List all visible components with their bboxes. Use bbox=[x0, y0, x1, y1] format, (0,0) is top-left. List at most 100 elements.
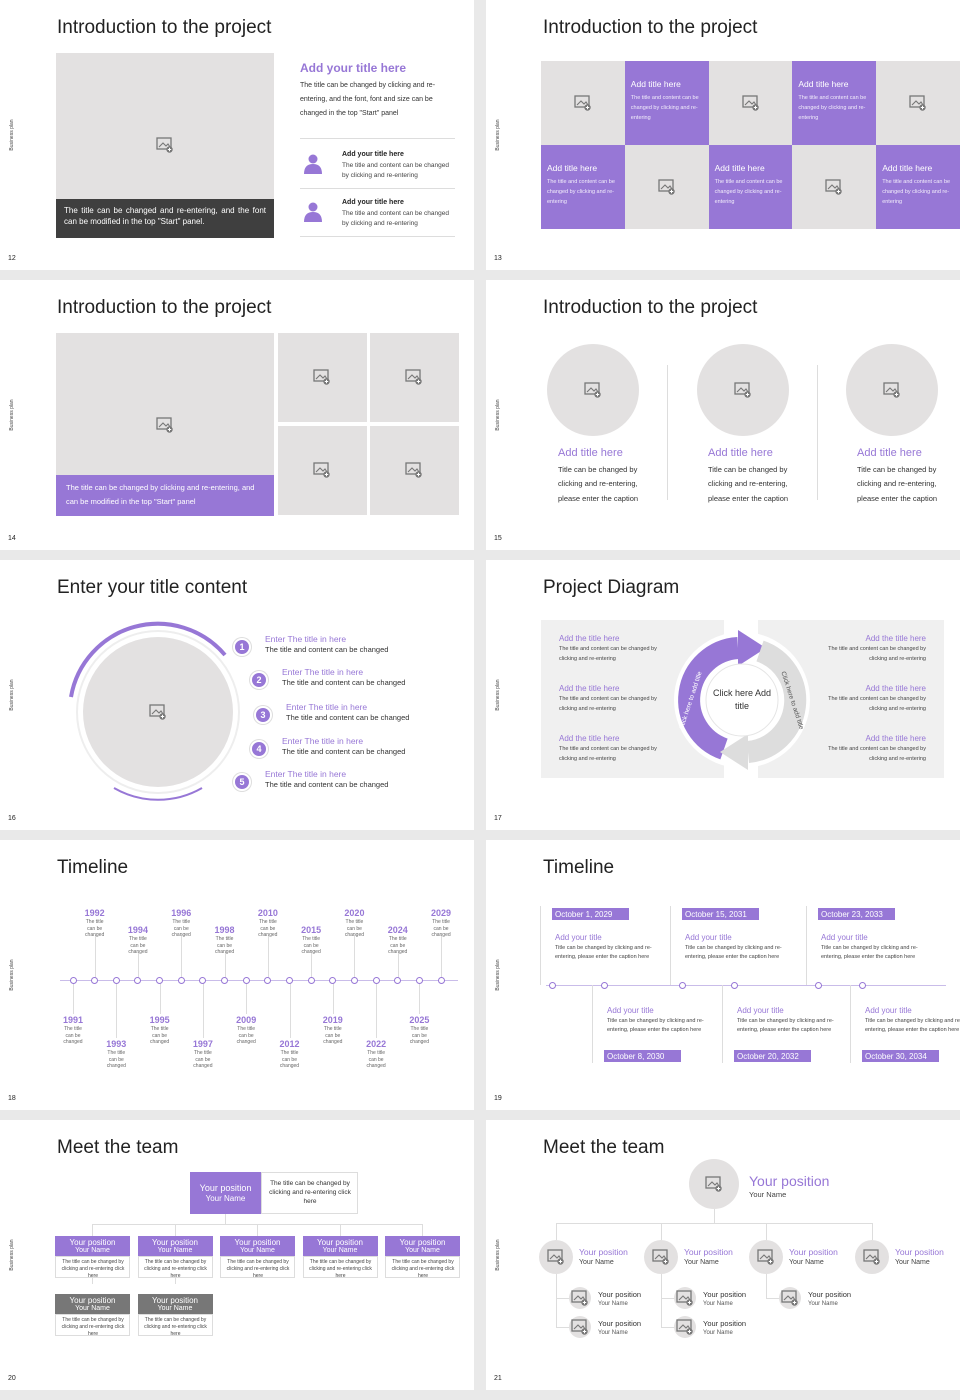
event-text: Title can be changed by clicking and re-… bbox=[737, 1018, 834, 1033]
lead-position: Your position bbox=[199, 1183, 252, 1193]
connector bbox=[94, 935, 96, 980]
date-badge: October 8, 2030 bbox=[604, 1050, 681, 1062]
event-text: The title can be changed bbox=[409, 1026, 429, 1045]
image-icon bbox=[741, 95, 759, 111]
timeline-dot bbox=[242, 976, 250, 984]
event-year: 2025 bbox=[409, 1015, 430, 1025]
image-icon bbox=[313, 462, 330, 478]
slide-title: Introduction to the project bbox=[57, 17, 272, 38]
member-name: Your Name bbox=[240, 1247, 275, 1254]
connector bbox=[73, 980, 74, 1014]
item-text: The title and content can be changed by … bbox=[559, 696, 657, 712]
tile-title: Add title here bbox=[714, 163, 765, 173]
event-text: The title can be changed bbox=[301, 936, 321, 955]
sub-name: Your Name bbox=[598, 1301, 628, 1307]
item-text: The title and content can be changed by … bbox=[559, 646, 657, 662]
item-text: The title and content can be changed by … bbox=[342, 210, 449, 228]
connector bbox=[332, 980, 334, 1014]
member-text: The title can be changed by clicking and… bbox=[144, 1259, 207, 1279]
event-text: The title can be changed bbox=[171, 919, 191, 938]
timeline-dot bbox=[601, 982, 608, 989]
tile-text: The title and content can be changed by … bbox=[630, 95, 699, 121]
step-title: Enter The title in here bbox=[265, 634, 347, 644]
connector bbox=[246, 980, 248, 1014]
divider bbox=[556, 1327, 570, 1328]
connector bbox=[225, 1214, 226, 1224]
step-text: The title and content can be changed bbox=[282, 678, 406, 687]
event-date: October 23, 2033 bbox=[821, 910, 883, 919]
item-title: Add the title here bbox=[865, 684, 926, 693]
person-icon bbox=[304, 154, 322, 174]
connector bbox=[661, 1274, 662, 1327]
connector bbox=[806, 906, 807, 985]
column-title: Add title here bbox=[708, 447, 773, 459]
member-header: Your position Your Name bbox=[137, 1294, 213, 1314]
member-position: Your position bbox=[69, 1296, 116, 1305]
ring-arcs bbox=[69, 621, 240, 801]
divider bbox=[661, 1298, 675, 1299]
slide: Meet the team 20 Business plan Your positio… bbox=[0, 1120, 474, 1390]
member-position: Your position bbox=[69, 1238, 116, 1247]
event-title: Add your title bbox=[737, 1006, 784, 1015]
side-label: Business plan bbox=[9, 959, 15, 991]
item-title: Add your title here bbox=[342, 199, 404, 206]
event-title: Add your title bbox=[821, 933, 868, 942]
member-text-box: The title can be changed by clicking and… bbox=[385, 1256, 460, 1279]
lead-text-box: The title can be changed by clicking and… bbox=[261, 1172, 358, 1214]
sub-position: Your position bbox=[598, 1290, 642, 1299]
image-icon bbox=[313, 369, 330, 385]
step-text: The title and content can be changed bbox=[286, 713, 410, 722]
member-name: Your Name bbox=[684, 1259, 719, 1266]
member-name: Your Name bbox=[322, 1247, 358, 1254]
member-text: The title can be changed by clicking and… bbox=[309, 1259, 372, 1279]
member-position: Your position bbox=[579, 1247, 628, 1257]
item-text: The title and content can be changed by … bbox=[559, 746, 657, 762]
event-date: October 1, 2029 bbox=[555, 910, 613, 919]
member-name: Your Name bbox=[157, 1305, 193, 1312]
tile-text: The title and content can be changed by … bbox=[798, 95, 867, 121]
heading: Add your title here bbox=[300, 61, 407, 75]
slide-number: 18 bbox=[8, 1095, 16, 1102]
item-title: Add the title here bbox=[865, 734, 926, 743]
sub-name: Your Name bbox=[703, 1330, 733, 1336]
lead-position: Your position bbox=[749, 1173, 830, 1189]
connector bbox=[766, 1274, 767, 1298]
divider bbox=[766, 1298, 780, 1299]
image-icon bbox=[149, 704, 166, 720]
event-text: The title can be changed bbox=[258, 919, 278, 938]
body-text: The title can be changed by clicking and… bbox=[300, 82, 436, 117]
connector bbox=[376, 980, 378, 1038]
slide: Introduction to the project 15 Business pl… bbox=[486, 280, 960, 550]
item-text: The title and content can be changed by … bbox=[828, 696, 926, 712]
image-icon bbox=[705, 1176, 722, 1192]
column-text: Title can be changed by clicking and re-… bbox=[857, 465, 938, 503]
caption: The title can be changed and re-entering… bbox=[64, 206, 266, 227]
member-text-box: The title can be changed by clicking and… bbox=[55, 1314, 130, 1337]
connector bbox=[289, 980, 291, 1038]
member-position: Your position bbox=[789, 1247, 838, 1257]
member-name: Your Name bbox=[579, 1259, 614, 1266]
divider bbox=[546, 985, 946, 986]
step-number: 2 bbox=[256, 675, 262, 685]
column-text: Title can be changed by clicking and re-… bbox=[558, 465, 639, 503]
slide-title: Introduction to the project bbox=[543, 17, 758, 38]
event-text: Title can be changed by clicking and re-… bbox=[555, 945, 652, 960]
member-position: Your position bbox=[317, 1238, 363, 1247]
tile-title: Add title here bbox=[882, 163, 933, 173]
connector bbox=[540, 906, 541, 985]
image-placeholder bbox=[56, 333, 274, 475]
item-title: Add your title here bbox=[342, 151, 404, 158]
timeline-dot bbox=[286, 976, 293, 984]
event-title: Add your title bbox=[607, 1006, 654, 1015]
slide: Enter your title content 16 Business plan 1… bbox=[0, 560, 474, 830]
image-icon bbox=[734, 382, 751, 398]
member-text: The title can be changed by clicking and… bbox=[226, 1259, 290, 1279]
image-icon bbox=[652, 1249, 669, 1265]
slide: Project Diagram 17 Business plan Click here… bbox=[486, 560, 960, 830]
lead-name: Your Name bbox=[749, 1190, 787, 1199]
event-year: 1992 bbox=[84, 908, 105, 918]
side-label: Business plan bbox=[9, 1239, 15, 1271]
connector bbox=[667, 365, 668, 500]
event-title: Add your title bbox=[685, 933, 732, 942]
event-title: Add your title bbox=[865, 1006, 912, 1015]
